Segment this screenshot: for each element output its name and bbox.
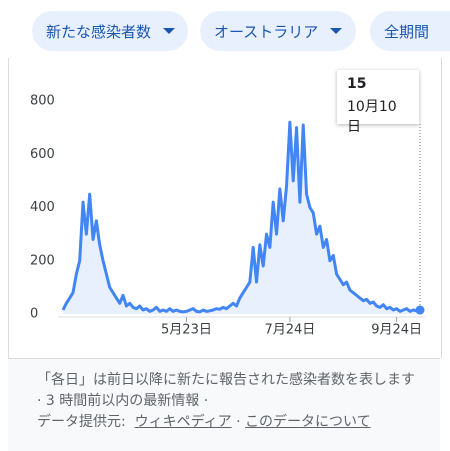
y-tick-label: 200 — [30, 253, 55, 268]
chip-label: オーストラリア — [214, 22, 319, 41]
card — [8, 58, 442, 358]
dropdown-icon — [163, 28, 176, 34]
line-area — [63, 122, 420, 314]
about-link[interactable]: このデータについて — [245, 414, 371, 430]
y-tick-label: 0 — [30, 307, 38, 322]
footer — [8, 358, 440, 451]
filter-chip[interactable]: 全期間 — [370, 11, 450, 51]
tooltip: 15 10月10日 — [337, 70, 419, 135]
line-series — [61, 120, 421, 314]
y-tick-label: 800 — [30, 94, 55, 109]
tooltip-value: 15 — [347, 76, 367, 92]
x-tick-label: 7月24日 — [264, 323, 315, 338]
source-label: データ提供元: — [37, 414, 126, 430]
source-link[interactable]: ウィキペディア — [134, 414, 232, 430]
chart: 0 200 400 600 800 5月23日 7月24日 9月24日 — [30, 94, 425, 338]
x-tick-label: 5月23日 — [161, 323, 212, 338]
y-tick-label: 400 — [30, 200, 55, 215]
dropdown-icon — [330, 28, 343, 34]
chip-label: 全期間 — [384, 22, 430, 41]
y-tick-label: 600 — [30, 147, 55, 162]
hover-point — [415, 305, 425, 315]
x-tick-label: 9月24日 — [371, 323, 422, 338]
chip-label: 新たな感染者数 — [46, 22, 152, 41]
tooltip-date: 10月10日 — [347, 99, 397, 135]
footer-note: 「各日」は前日以降に新たに報告された感染者数を表します · 3 時間前以内の最新… — [37, 370, 421, 433]
note-text: 「各日」は前日以降に新たに報告された感染者数を表します · 3 時間前以内の最新… — [37, 372, 415, 409]
separator: · — [236, 414, 241, 430]
filter-chip[interactable]: オーストラリア — [200, 11, 356, 51]
filter-chip[interactable]: 新たな感染者数 — [32, 11, 188, 51]
